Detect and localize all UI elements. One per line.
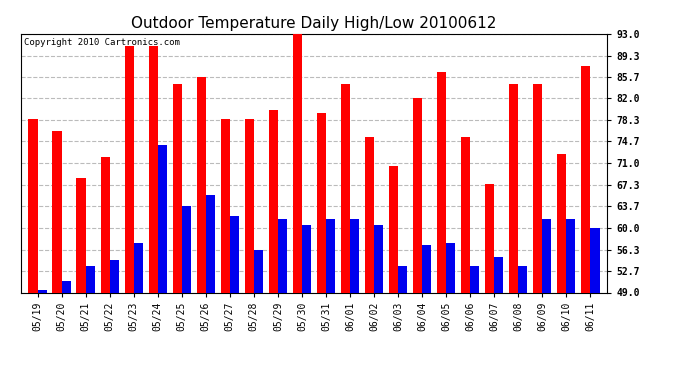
Title: Outdoor Temperature Daily High/Low 20100612: Outdoor Temperature Daily High/Low 20100… (131, 16, 497, 31)
Bar (566, 219, 575, 292)
Bar (124, 45, 134, 292)
Bar (52, 131, 61, 292)
Bar (509, 84, 518, 292)
Bar (518, 266, 527, 292)
Bar (221, 119, 230, 292)
Bar (422, 246, 431, 292)
Bar (86, 266, 95, 292)
Bar (101, 157, 110, 292)
Bar (134, 243, 143, 292)
Bar (148, 45, 158, 292)
Bar (341, 84, 350, 292)
Bar (581, 66, 591, 292)
Bar (158, 146, 167, 292)
Bar (365, 136, 374, 292)
Bar (374, 225, 383, 292)
Bar (558, 154, 566, 292)
Bar (110, 260, 119, 292)
Bar (28, 119, 37, 292)
Bar (326, 219, 335, 292)
Bar (254, 250, 263, 292)
Bar (230, 216, 239, 292)
Bar (446, 243, 455, 292)
Bar (542, 219, 551, 292)
Bar (413, 99, 422, 292)
Bar (398, 266, 407, 292)
Bar (269, 110, 278, 292)
Bar (206, 195, 215, 292)
Bar (77, 178, 86, 292)
Bar (181, 206, 191, 292)
Bar (437, 72, 446, 292)
Bar (461, 136, 470, 292)
Bar (591, 228, 600, 292)
Bar (470, 266, 480, 292)
Bar (317, 113, 326, 292)
Bar (293, 34, 302, 292)
Bar (245, 119, 254, 292)
Bar (61, 281, 70, 292)
Bar (302, 225, 311, 292)
Bar (494, 257, 504, 292)
Bar (197, 76, 206, 292)
Bar (172, 84, 181, 292)
Bar (350, 219, 359, 292)
Text: Copyright 2010 Cartronics.com: Copyright 2010 Cartronics.com (23, 38, 179, 46)
Bar (278, 219, 287, 292)
Bar (533, 84, 542, 292)
Bar (37, 290, 47, 292)
Bar (389, 166, 398, 292)
Bar (485, 184, 494, 292)
